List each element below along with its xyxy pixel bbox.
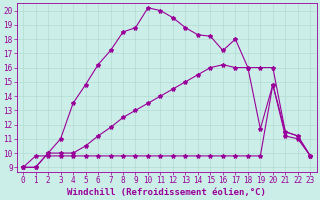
X-axis label: Windchill (Refroidissement éolien,°C): Windchill (Refroidissement éolien,°C) <box>67 188 266 197</box>
